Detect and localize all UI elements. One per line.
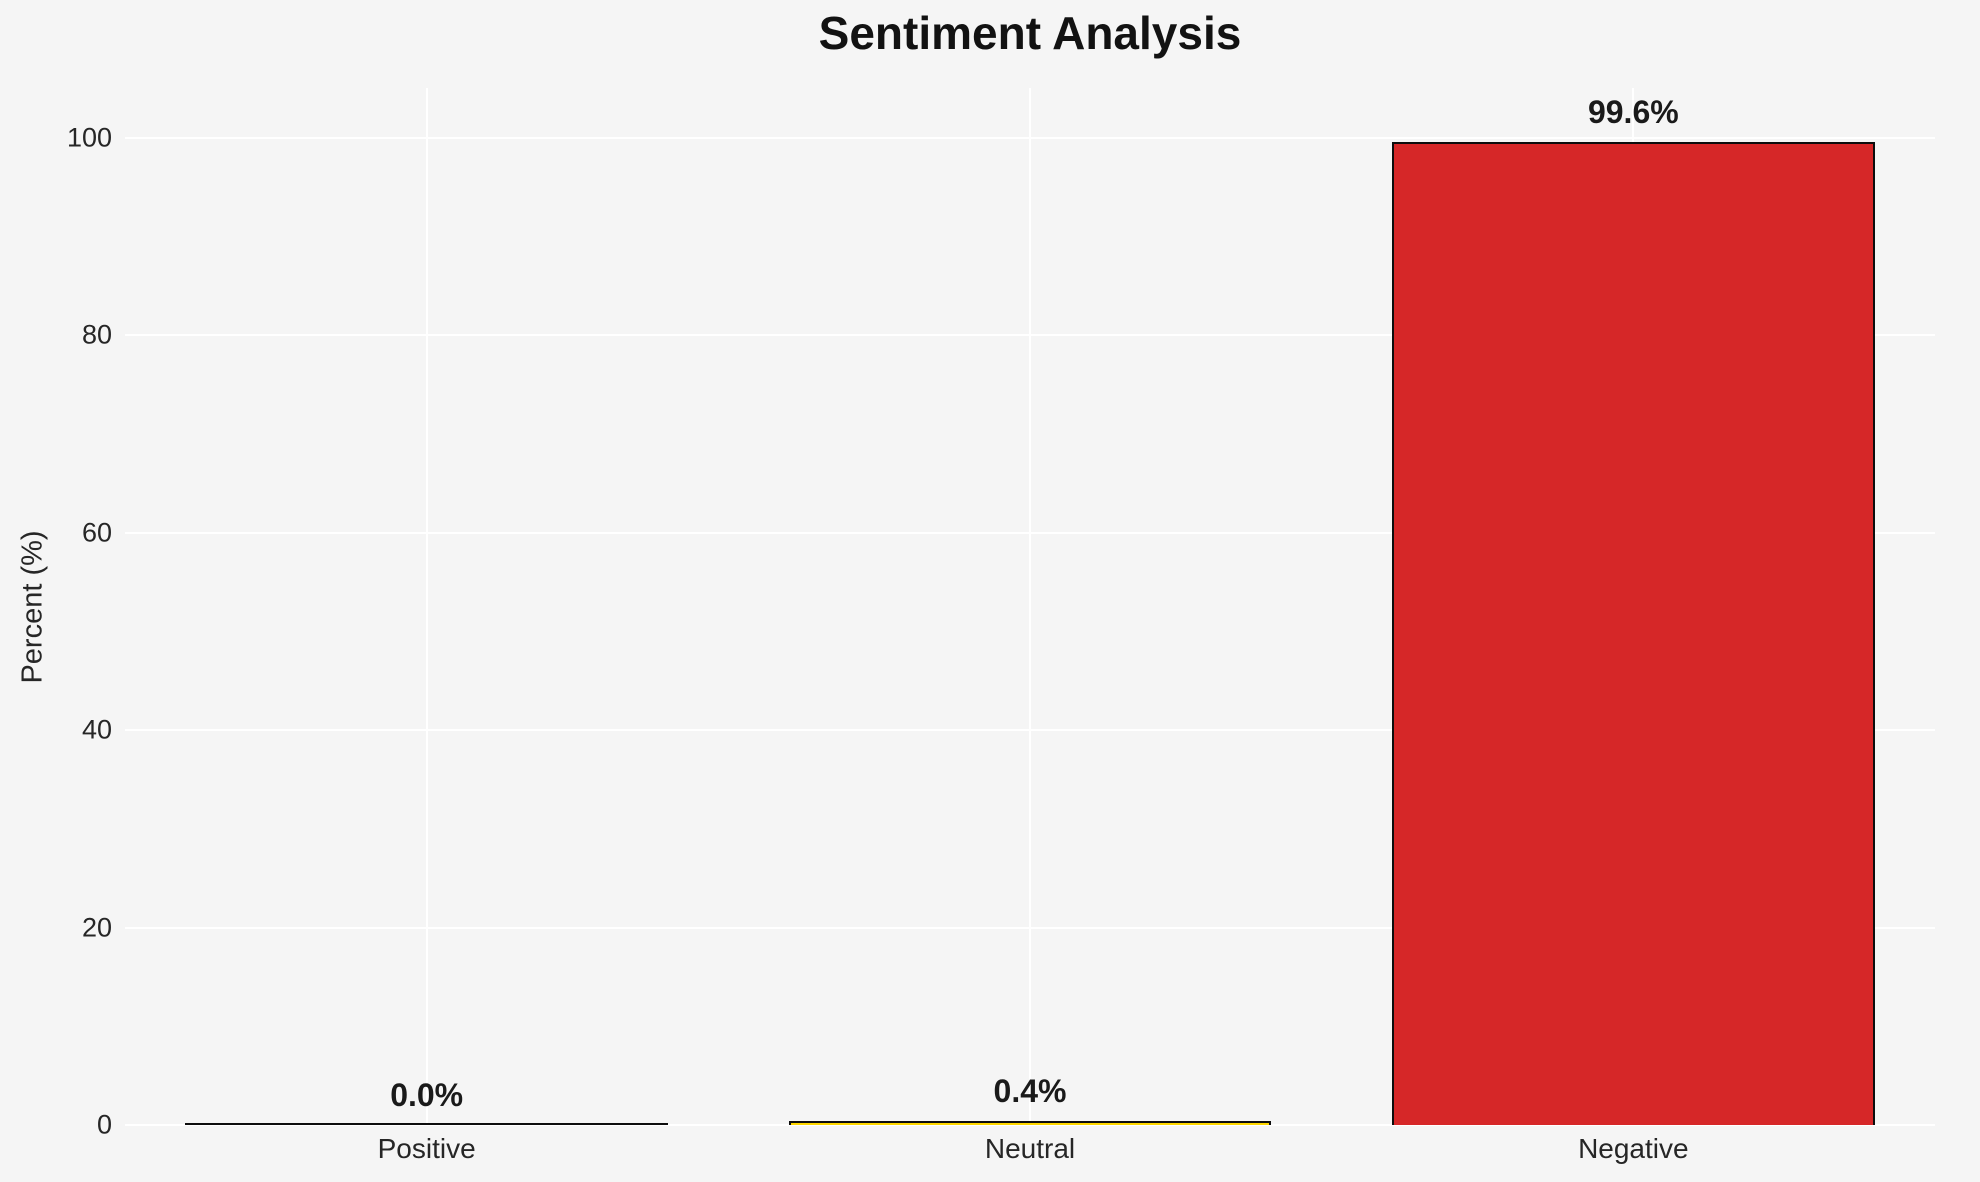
bar-negative [1392,141,1875,1125]
chart-title: Sentiment Analysis [818,7,1242,59]
ytick-label-60: 60 [81,517,112,548]
bar-neutral [788,1121,1272,1125]
gridline-x-neutral [1029,88,1031,1125]
xtick-label-positive: Positive [377,1133,476,1164]
gridline-x-positive [425,88,428,1125]
gridline-y-0 [125,1124,1935,1126]
plot-area [125,88,1935,1126]
value-label-neutral: 0.4% [993,1073,1067,1110]
ytick-label-100: 100 [66,122,112,153]
xtick-label-negative: Negative [1578,1133,1689,1164]
bar-positive [185,1123,668,1125]
ytick-label-0: 0 [96,1109,112,1140]
y-axis-label: Percent (%) [16,530,49,684]
ytick-label-20: 20 [81,912,112,943]
value-label-negative: 99.6% [1587,93,1679,130]
xtick-label-neutral: Neutral [984,1133,1076,1164]
ytick-label-40: 40 [81,714,112,745]
ytick-label-80: 80 [81,319,112,350]
value-label-positive: 0.0% [390,1077,464,1113]
